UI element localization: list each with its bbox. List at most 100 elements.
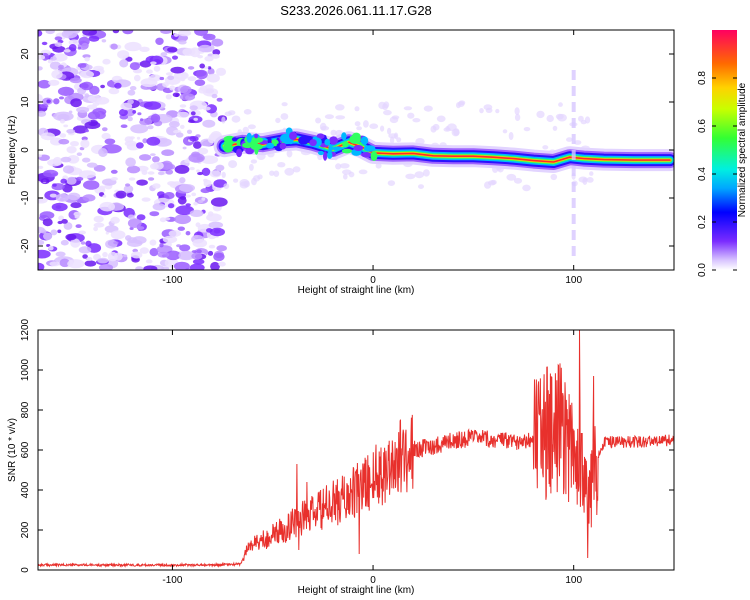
noise-blob [80,241,86,245]
ridge-blob [266,142,275,149]
noise-blob [190,111,196,116]
halo-blob [233,178,239,183]
noise-blob [50,229,58,236]
noise-blob [110,43,118,50]
spectrogram-ticks [38,30,674,270]
halo-blob [231,115,241,123]
snr-x-axis-label: Height of straight line (km) [298,585,415,596]
noise-blob [70,238,81,248]
noise-blob [173,261,190,270]
noise-blob [82,194,96,202]
noise-blob [86,162,98,168]
noise-blob [126,239,143,247]
halo-blob [383,109,392,116]
noise-blob [191,252,203,260]
noise-blob [130,124,149,134]
halo-blob [243,109,252,115]
noise-blob [175,205,194,215]
noise-blob [76,106,90,113]
noise-blob [199,63,205,69]
noise-blob [75,224,82,229]
ridge-blob [279,142,287,150]
halo-blob [514,107,520,115]
ridge-blob [360,136,369,145]
noise-blob [84,121,101,129]
noise-blob [178,40,187,45]
noise-blob [177,226,185,231]
noise-blob [203,178,208,183]
noise-blob [129,136,136,140]
noise-blob [157,191,165,198]
noise-blob [52,183,57,187]
halo-blob [335,104,345,111]
noise-blob [115,190,127,199]
noise-blob [105,231,109,235]
noise-blob [82,157,91,163]
ridge-blob [349,137,356,144]
spectrogram-x-axis-label: Height of straight line (km) [298,285,415,296]
noise-blob [48,245,54,251]
halo-blob [430,125,437,133]
noise-blob [102,127,108,132]
spectrogram-y-axis-label: Frequency (Hz) [7,116,18,185]
noise-blob [141,197,151,202]
noise-blob [95,111,106,120]
noise-blob [66,146,77,154]
colorbar-tick-label: 0.2 [697,215,708,229]
halo-blob [239,179,250,187]
noise-blob [68,44,77,52]
noise-blob [57,86,75,96]
noise-blob [101,132,111,140]
halo-blob [582,177,588,185]
noise-blob [197,147,209,155]
noise-blob [152,183,161,189]
noise-blob [155,37,164,45]
noise-blob [127,214,135,220]
noise-blob [38,93,43,103]
halo-blob [354,121,361,127]
halo-blob [251,177,257,186]
noise-blob [143,101,162,110]
noise-blob [152,203,166,211]
noise-blob [127,89,136,96]
noise-blob [118,108,128,117]
noise-blob [206,73,220,83]
halo-blob [269,170,275,176]
noise-blob [60,239,69,246]
ridge-blob [361,152,372,158]
noise-blob [93,226,98,232]
noise-blob [180,124,185,129]
noise-blob [127,99,134,105]
noise-blob [210,197,228,207]
ridge-blob [223,135,236,143]
halo-blob [343,173,348,180]
noise-blob [204,84,214,90]
halo-blob [363,120,369,128]
noise-blob [146,69,153,74]
noise-blob [179,244,191,252]
halo-blob [578,115,584,122]
noise-blob [59,258,70,268]
ridge-blob [223,143,233,153]
noise-blob [134,74,141,82]
noise-blob [157,171,165,176]
halo-blob [451,128,460,137]
noise-blob [193,141,202,149]
colorbar-tick-label: 0.4 [697,167,708,181]
noise-blob [184,159,191,164]
snr-y-axis-label: SNR (10 * v/v) [7,418,18,482]
noise-blob [57,220,63,225]
noise-blob [189,105,198,111]
halo-blob [324,114,334,120]
noise-blob [38,54,46,60]
halo-blob [292,166,301,173]
noise-blob [165,163,176,170]
noise-blob [126,193,134,198]
colorbar-ticks [712,77,737,271]
noise-blob [142,138,148,144]
halo-blob [589,171,594,176]
halo-blob [286,150,293,158]
noise-blob [108,87,120,95]
noise-blob [169,85,176,91]
noise-blob [49,261,60,267]
